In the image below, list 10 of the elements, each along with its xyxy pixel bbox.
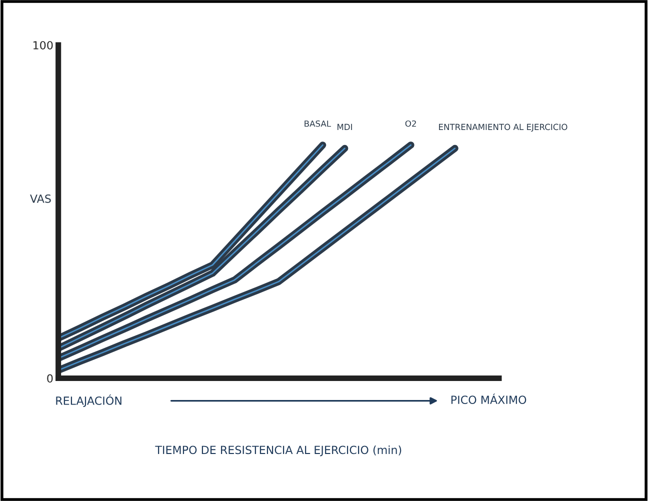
- text: TIEMPO DE RESISTENCIA AL EJERCICIO (min): [155, 446, 402, 456]
- text: RELAJACIÓN: [56, 394, 122, 407]
- y-tick-label: 0: [47, 374, 53, 383]
- text: ENTRENAMIENTO AL EJERCICIO: [439, 124, 568, 132]
- text: MDI: [338, 124, 352, 130]
- text: PICO MÁXIMO: [451, 394, 526, 404]
- y-tick-label: 100: [33, 41, 53, 50]
- y-axis-title: VAS: [30, 194, 51, 203]
- text: BASAL: [304, 120, 331, 127]
- text: O2: [405, 120, 416, 127]
